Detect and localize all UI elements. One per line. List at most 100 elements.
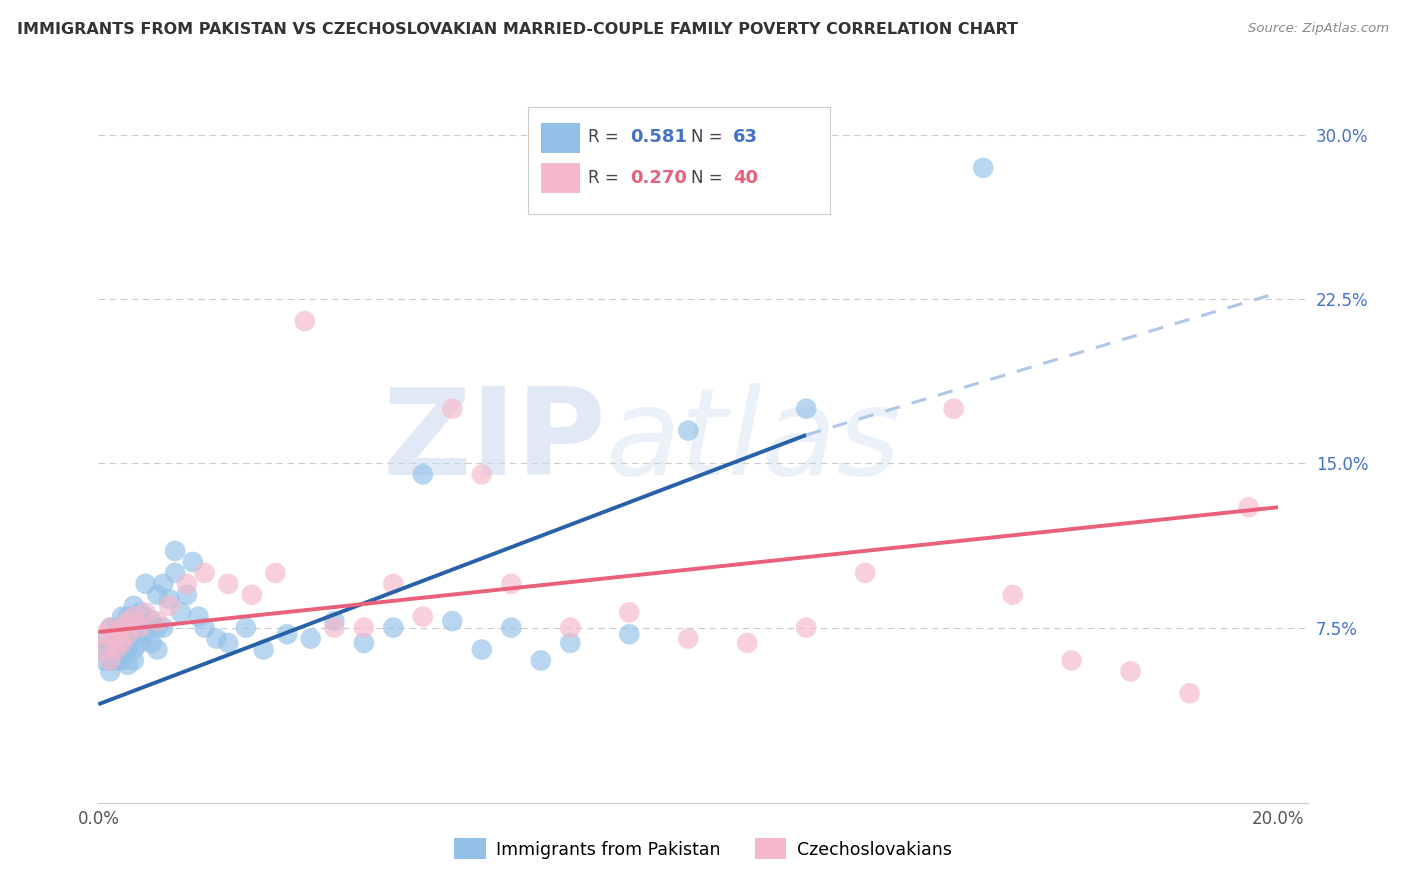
Text: ZIP: ZIP bbox=[382, 383, 606, 500]
Point bbox=[122, 599, 145, 613]
Point bbox=[678, 632, 700, 646]
Text: atlas: atlas bbox=[606, 383, 901, 500]
Point bbox=[152, 621, 174, 635]
Point bbox=[240, 588, 263, 602]
Text: 40: 40 bbox=[734, 169, 758, 186]
Point bbox=[194, 566, 217, 580]
Point bbox=[122, 627, 145, 641]
Point bbox=[117, 657, 139, 672]
Point bbox=[111, 636, 134, 650]
Point bbox=[98, 621, 121, 635]
Point bbox=[471, 467, 494, 482]
Point bbox=[93, 632, 115, 646]
Point bbox=[152, 577, 174, 591]
Point bbox=[146, 621, 169, 635]
Point bbox=[1001, 588, 1024, 602]
Text: 0.581: 0.581 bbox=[630, 128, 688, 145]
Point bbox=[98, 653, 121, 667]
Point bbox=[560, 621, 582, 635]
Point bbox=[93, 653, 115, 667]
Point bbox=[276, 627, 298, 641]
Point bbox=[853, 566, 876, 580]
Point bbox=[98, 621, 121, 635]
Point bbox=[165, 544, 187, 558]
Point bbox=[217, 577, 239, 591]
Point bbox=[146, 642, 169, 657]
Point bbox=[165, 566, 187, 580]
Point bbox=[323, 614, 346, 628]
Point bbox=[412, 467, 434, 482]
Point bbox=[299, 632, 322, 646]
Point bbox=[146, 588, 169, 602]
Point bbox=[942, 401, 965, 416]
Point bbox=[128, 621, 150, 635]
Point bbox=[135, 605, 157, 619]
Point bbox=[122, 609, 145, 624]
Point bbox=[294, 314, 316, 328]
Point bbox=[1178, 686, 1201, 700]
Point bbox=[93, 642, 115, 657]
Point bbox=[501, 621, 523, 635]
Point bbox=[794, 621, 817, 635]
Point bbox=[105, 632, 128, 646]
Point bbox=[1060, 653, 1083, 667]
Point bbox=[117, 614, 139, 628]
Point bbox=[619, 627, 641, 641]
Point bbox=[170, 605, 193, 619]
Point bbox=[382, 621, 405, 635]
Legend: Immigrants from Pakistan, Czechoslovakians: Immigrants from Pakistan, Czechoslovakia… bbox=[447, 831, 959, 866]
Point bbox=[135, 577, 157, 591]
Point bbox=[117, 642, 139, 657]
Point bbox=[98, 653, 121, 667]
Point bbox=[105, 642, 128, 657]
Point bbox=[128, 605, 150, 619]
Point bbox=[382, 577, 405, 591]
Point bbox=[205, 632, 228, 646]
Point bbox=[972, 161, 994, 175]
Point bbox=[93, 627, 115, 641]
Point bbox=[353, 636, 375, 650]
Point bbox=[135, 609, 157, 624]
Point bbox=[176, 588, 198, 602]
Text: IMMIGRANTS FROM PAKISTAN VS CZECHOSLOVAKIAN MARRIED-COUPLE FAMILY POVERTY CORREL: IMMIGRANTS FROM PAKISTAN VS CZECHOSLOVAK… bbox=[17, 22, 1018, 37]
Point bbox=[1119, 665, 1142, 679]
Point bbox=[98, 642, 121, 657]
Point bbox=[93, 642, 115, 657]
Point bbox=[157, 592, 180, 607]
Point bbox=[146, 614, 169, 628]
Point bbox=[122, 653, 145, 667]
Point bbox=[678, 424, 700, 438]
Point bbox=[105, 642, 128, 657]
Point bbox=[141, 636, 163, 650]
Point bbox=[122, 642, 145, 657]
Point bbox=[353, 621, 375, 635]
Point bbox=[141, 614, 163, 628]
Text: Source: ZipAtlas.com: Source: ZipAtlas.com bbox=[1249, 22, 1389, 36]
Point bbox=[194, 621, 217, 635]
Point bbox=[98, 665, 121, 679]
Point bbox=[135, 627, 157, 641]
Point bbox=[105, 621, 128, 635]
Point bbox=[128, 621, 150, 635]
Point bbox=[441, 614, 464, 628]
Text: N =: N = bbox=[690, 169, 728, 186]
Point bbox=[619, 605, 641, 619]
Point bbox=[235, 621, 257, 635]
Point bbox=[157, 599, 180, 613]
Point bbox=[735, 636, 758, 650]
Point bbox=[217, 636, 239, 650]
Point bbox=[560, 636, 582, 650]
Point bbox=[412, 609, 434, 624]
Point bbox=[181, 555, 204, 569]
FancyBboxPatch shape bbox=[527, 107, 830, 214]
Point bbox=[105, 653, 128, 667]
Point bbox=[111, 642, 134, 657]
Point bbox=[117, 627, 139, 641]
Point bbox=[111, 632, 134, 646]
Point bbox=[105, 632, 128, 646]
Text: R =: R = bbox=[588, 128, 624, 145]
Point bbox=[471, 642, 494, 657]
Text: 63: 63 bbox=[734, 128, 758, 145]
FancyBboxPatch shape bbox=[541, 123, 579, 153]
Point bbox=[252, 642, 274, 657]
